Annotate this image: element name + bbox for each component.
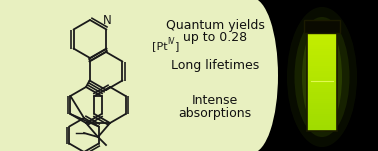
Bar xyxy=(307,71,337,73)
Bar xyxy=(307,60,337,62)
Bar xyxy=(307,118,337,120)
Bar xyxy=(307,49,337,51)
Bar xyxy=(307,90,337,92)
Bar xyxy=(307,88,337,90)
Bar xyxy=(307,107,337,109)
Bar xyxy=(307,116,337,118)
Bar xyxy=(307,27,337,29)
Bar xyxy=(307,23,337,25)
Bar xyxy=(307,101,337,103)
Bar xyxy=(307,81,337,84)
Bar xyxy=(307,77,337,79)
Ellipse shape xyxy=(287,7,357,147)
Text: N: N xyxy=(103,14,112,27)
Bar xyxy=(307,53,337,55)
Text: up to 0.28: up to 0.28 xyxy=(183,32,247,45)
Bar xyxy=(307,105,337,107)
Bar xyxy=(307,73,337,75)
Bar xyxy=(307,109,337,112)
Bar xyxy=(307,114,337,116)
Bar xyxy=(307,47,337,49)
Bar xyxy=(307,129,337,131)
Bar xyxy=(252,0,378,151)
Bar xyxy=(307,122,337,125)
Bar xyxy=(307,34,337,36)
Bar xyxy=(307,112,337,114)
Bar xyxy=(307,92,337,94)
Bar xyxy=(307,51,337,53)
Bar xyxy=(307,99,337,101)
Bar xyxy=(307,55,337,58)
Bar xyxy=(307,45,337,47)
Bar xyxy=(307,125,337,127)
Bar xyxy=(307,58,337,60)
Bar xyxy=(307,75,337,77)
Text: Intense: Intense xyxy=(192,95,238,108)
Bar xyxy=(307,86,337,88)
Text: absorptions: absorptions xyxy=(178,106,252,119)
Bar xyxy=(307,79,337,81)
Bar xyxy=(307,120,337,122)
Bar xyxy=(307,25,337,27)
Ellipse shape xyxy=(226,0,278,151)
Bar xyxy=(307,68,337,71)
Text: IV: IV xyxy=(167,37,175,47)
Text: Long lifetimes: Long lifetimes xyxy=(171,59,259,72)
Bar xyxy=(307,42,337,45)
Text: Quantum yields: Quantum yields xyxy=(166,19,265,32)
Text: ]: ] xyxy=(175,41,180,51)
Bar xyxy=(304,20,340,33)
Bar xyxy=(307,84,337,86)
Bar xyxy=(307,62,337,64)
Bar xyxy=(307,94,337,96)
Ellipse shape xyxy=(226,0,278,151)
Bar xyxy=(307,96,337,99)
Bar xyxy=(258,0,378,151)
Bar xyxy=(307,64,337,66)
Bar xyxy=(307,127,337,129)
Ellipse shape xyxy=(308,27,336,127)
Bar xyxy=(307,32,337,34)
Bar xyxy=(307,36,337,38)
Text: [Pt: [Pt xyxy=(152,41,167,51)
Ellipse shape xyxy=(294,17,350,137)
Bar xyxy=(307,66,337,68)
Bar xyxy=(307,23,337,131)
Bar xyxy=(307,38,337,40)
Ellipse shape xyxy=(302,22,342,132)
Bar xyxy=(307,40,337,42)
Bar xyxy=(307,103,337,105)
Bar xyxy=(307,29,337,32)
